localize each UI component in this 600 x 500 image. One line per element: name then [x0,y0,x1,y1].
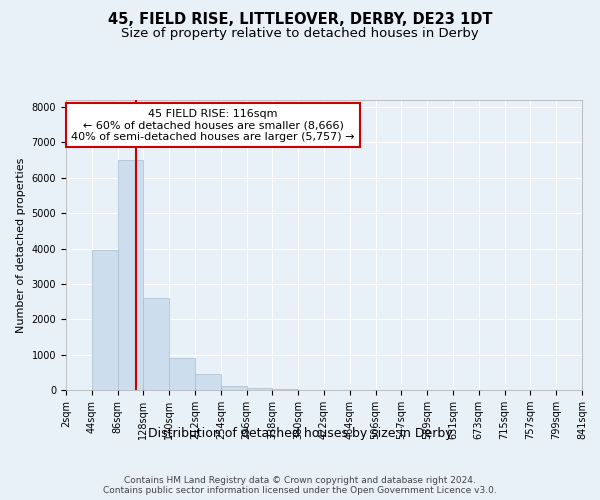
Bar [143,298,169,390]
Text: 45 FIELD RISE: 116sqm
← 60% of detached houses are smaller (8,666)
40% of semi-d: 45 FIELD RISE: 116sqm ← 60% of detached … [71,108,355,142]
Y-axis label: Number of detached properties: Number of detached properties [16,158,26,332]
Bar [92,250,118,390]
Bar [221,386,247,390]
Text: 45, FIELD RISE, LITTLEOVER, DERBY, DE23 1DT: 45, FIELD RISE, LITTLEOVER, DERBY, DE23 … [108,12,492,28]
Bar [272,389,298,390]
Bar [118,160,143,390]
Text: Distribution of detached houses by size in Derby: Distribution of detached houses by size … [148,428,452,440]
Bar [195,374,221,390]
Bar [247,388,272,390]
Text: Contains HM Land Registry data © Crown copyright and database right 2024.
Contai: Contains HM Land Registry data © Crown c… [103,476,497,495]
Text: Size of property relative to detached houses in Derby: Size of property relative to detached ho… [121,28,479,40]
Bar [169,358,195,390]
